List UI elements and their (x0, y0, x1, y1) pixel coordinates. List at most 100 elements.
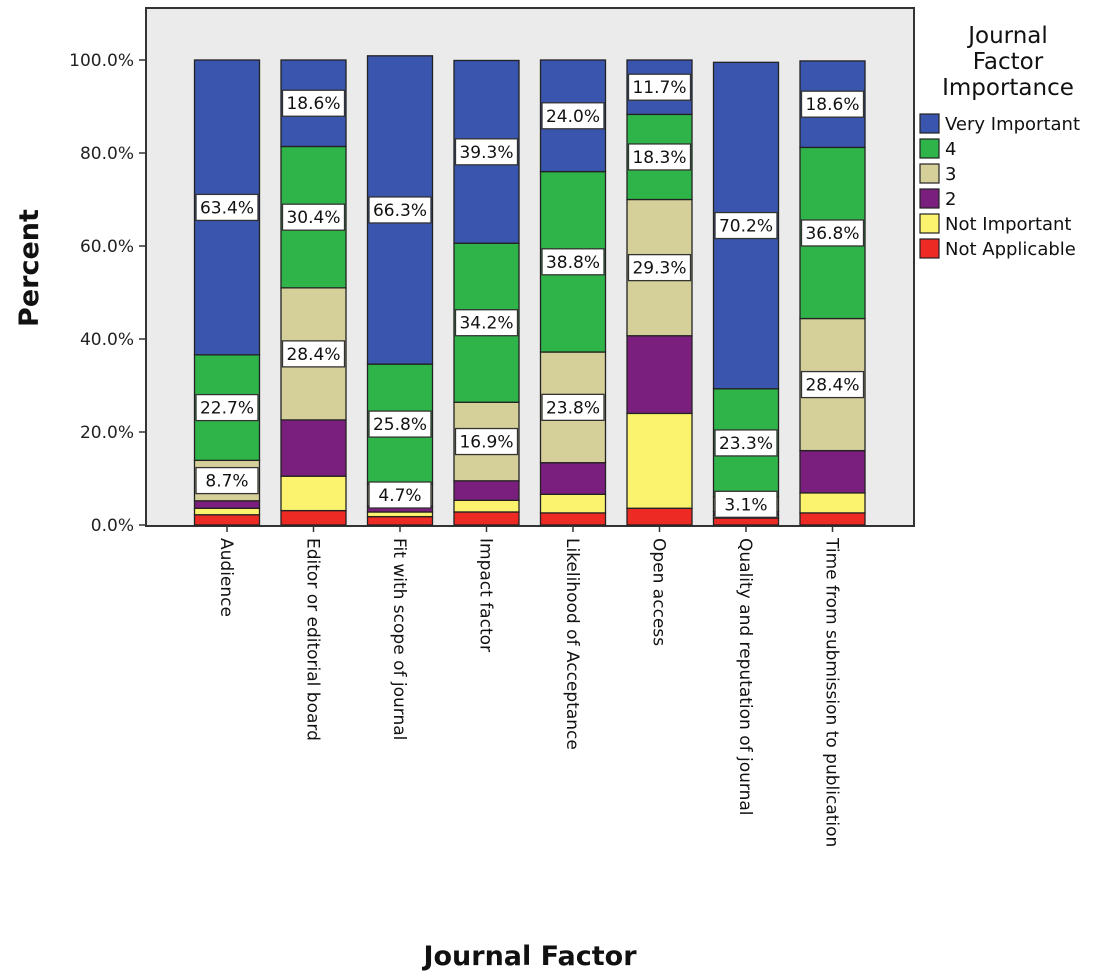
data-label-box (195, 466, 259, 495)
data-label: 30.4% (286, 208, 340, 228)
x-tick-label: Open access (649, 538, 669, 646)
data-label: 18.3% (632, 148, 686, 168)
bar-segment (280, 475, 347, 512)
bar-segment (280, 419, 347, 477)
data-label: 34.2% (459, 314, 513, 334)
legend-swatch (919, 238, 940, 259)
data-label-box (454, 138, 519, 166)
x-axis-title: Journal Factor (421, 941, 637, 972)
legend-item-label: 3 (945, 164, 956, 185)
y-tick-label: 40.0% (80, 330, 134, 350)
data-label-box (368, 196, 432, 224)
legend-swatch (919, 213, 940, 234)
data-label-box (541, 248, 605, 276)
data-label-box (195, 393, 259, 422)
data-label-box (454, 427, 519, 456)
bar-segment (280, 509, 347, 526)
data-label: 38.8% (546, 253, 600, 273)
data-label: 63.4% (200, 198, 254, 218)
bar-segment (712, 517, 780, 526)
legend-item-label: Not Important (945, 214, 1072, 235)
data-labels: 8.7% 22.7% 63.4% 28.4% 30.4% 18.6% 4.7% 25.8% 66… (195, 73, 865, 518)
x-tick-label: Editor or editorial board (303, 538, 323, 741)
y-tick-label: 20.0% (80, 423, 134, 443)
data-label-box (281, 203, 346, 231)
data-label: 18.6% (286, 94, 340, 114)
data-label-box (800, 370, 865, 399)
y-tick-label: 80.0% (80, 144, 134, 164)
plot-area (145, 7, 915, 527)
bar-segment (453, 511, 520, 526)
data-label: 23.3% (719, 434, 773, 454)
legend-item-label: 4 (945, 139, 956, 160)
data-label-box (281, 89, 346, 117)
bar-segment (799, 449, 866, 494)
data-label: 8.7% (205, 472, 248, 492)
data-label-box (541, 102, 605, 130)
x-tick-label: Fit with scope of journal (389, 538, 409, 740)
bar-segment (539, 462, 607, 495)
bar-segment (539, 512, 607, 526)
data-label-box (627, 253, 692, 282)
y-axis-title: Percent (14, 209, 45, 327)
data-label-box (368, 481, 432, 509)
bar-segment (626, 335, 693, 415)
bar-segment (799, 512, 866, 526)
y-tick-label: 60.0% (80, 237, 134, 257)
bar-segment (626, 412, 693, 509)
data-label: 28.4% (286, 345, 340, 365)
bar-segment (626, 507, 693, 526)
x-tick-label: Audience (216, 538, 236, 617)
data-label-box (800, 219, 865, 247)
data-label-box (714, 490, 778, 518)
x-tick-label: Likelihood of Acceptance (562, 538, 582, 750)
data-label-box (541, 393, 605, 422)
data-label-box (714, 211, 778, 240)
data-label: 3.1% (724, 495, 767, 515)
data-label: 11.7% (632, 78, 686, 98)
data-label-box (714, 429, 778, 457)
legend-item-label: 2 (945, 189, 956, 210)
data-label-box (627, 73, 692, 101)
y-tick-label: 100.0% (69, 51, 134, 71)
legend-title: Importance (942, 75, 1074, 101)
legend-item-label: Not Applicable (945, 239, 1076, 260)
legend-title: Factor (973, 49, 1044, 75)
data-label-box (800, 90, 865, 118)
data-label: 23.8% (546, 398, 600, 418)
data-label: 18.6% (805, 95, 859, 115)
bar-segment (539, 493, 607, 514)
data-label-box (368, 410, 432, 438)
legend-swatch (919, 138, 940, 159)
x-tick-label: Time from submission to publication (822, 537, 842, 847)
data-label-box (627, 143, 692, 171)
bar-segment (366, 515, 434, 526)
data-label: 22.7% (200, 399, 254, 419)
bar-segment (193, 507, 261, 516)
data-label: 28.4% (805, 376, 859, 396)
legend-title: Journal (966, 23, 1048, 49)
bar-segment (193, 500, 261, 509)
x-axis: Audience Editor or editorial board Fit wit… (216, 526, 842, 847)
bar-segment (366, 511, 434, 518)
data-label-box (281, 340, 346, 368)
x-tick-label: Impact factor (476, 538, 496, 652)
bar-segment (453, 499, 520, 513)
legend-swatch (919, 113, 940, 134)
data-label: 29.3% (632, 259, 686, 279)
data-label-box (454, 309, 519, 337)
data-label: 4.7% (378, 486, 421, 506)
data-label: 24.0% (546, 107, 600, 127)
y-tick-label: 0.0% (91, 516, 134, 536)
data-label: 25.8% (373, 415, 427, 435)
data-label: 70.2% (719, 217, 773, 237)
bar-segment (799, 492, 866, 514)
y-axis: 0.0% 20.0% 40.0% 60.0% 80.0% 100.0% (69, 51, 146, 536)
bar-segment (193, 514, 261, 526)
x-tick-label: Quality and reputation of journal (735, 538, 755, 816)
data-label-box (195, 193, 259, 222)
data-label: 36.8% (805, 224, 859, 244)
bar-segment (453, 480, 520, 502)
